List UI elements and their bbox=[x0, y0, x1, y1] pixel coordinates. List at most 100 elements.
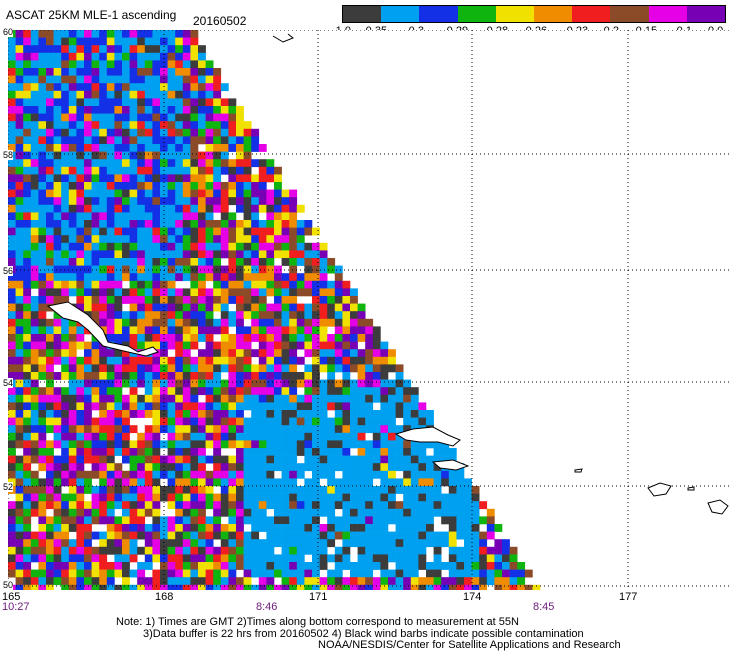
swath-cell bbox=[304, 417, 313, 426]
swath-cell bbox=[281, 356, 290, 365]
swath-cell bbox=[137, 151, 146, 160]
swath-cell bbox=[304, 584, 313, 590]
swath-cell bbox=[8, 394, 16, 403]
swath-cell bbox=[266, 516, 275, 525]
swath-cell bbox=[129, 455, 138, 464]
swath-cell bbox=[327, 417, 336, 426]
swath-cell bbox=[517, 569, 526, 578]
swath-cell bbox=[160, 296, 168, 304]
swath-cell bbox=[296, 546, 305, 555]
swath-cell bbox=[350, 577, 358, 586]
swath-cell bbox=[114, 440, 123, 449]
swath-cell bbox=[319, 432, 328, 441]
swath-cell bbox=[243, 577, 252, 586]
swath-cell bbox=[494, 584, 503, 590]
swath-cell bbox=[228, 508, 237, 517]
swath-cell bbox=[327, 265, 336, 274]
swath-cell bbox=[99, 90, 108, 99]
swath-cell bbox=[532, 584, 541, 590]
swath-cell bbox=[15, 189, 24, 198]
swath-cell bbox=[350, 296, 358, 304]
swath-cell bbox=[106, 265, 115, 274]
swath-cell bbox=[76, 410, 85, 418]
swath-cell bbox=[23, 128, 32, 137]
swath-cell bbox=[395, 387, 404, 396]
swath-cell bbox=[84, 425, 92, 434]
swath-cell bbox=[304, 341, 313, 350]
swath-cell bbox=[205, 60, 214, 69]
swath-cell bbox=[167, 166, 176, 175]
swath-cell bbox=[395, 463, 404, 472]
swath-cell bbox=[190, 326, 199, 335]
swath-cell bbox=[91, 273, 100, 282]
swath-cell bbox=[220, 493, 229, 502]
swath-cell bbox=[122, 159, 130, 168]
swath-cell bbox=[15, 227, 24, 236]
swath-cell bbox=[266, 524, 275, 532]
swath-cell bbox=[99, 30, 108, 38]
swath-cell bbox=[243, 341, 252, 350]
swath-cell bbox=[327, 478, 336, 487]
swath-cell bbox=[274, 448, 282, 456]
swath-cell bbox=[350, 493, 358, 502]
swath-cell bbox=[289, 341, 298, 350]
swath-cell bbox=[327, 584, 336, 590]
swath-cell bbox=[441, 577, 450, 586]
swath-cell bbox=[342, 379, 351, 388]
swath-cell bbox=[220, 235, 229, 244]
swath-cell bbox=[46, 349, 54, 358]
swath-cell bbox=[251, 128, 260, 137]
swath-cell bbox=[8, 417, 16, 426]
swath-cell bbox=[160, 356, 168, 365]
swath-cell bbox=[61, 349, 70, 358]
swath-cell bbox=[274, 584, 282, 590]
swath-cell bbox=[84, 288, 92, 297]
swath-cell bbox=[410, 569, 419, 578]
swath-cell bbox=[182, 98, 191, 107]
swath-cell bbox=[258, 334, 267, 342]
swath-cell bbox=[15, 356, 24, 365]
swath-cell bbox=[15, 334, 24, 342]
swath-cell bbox=[258, 524, 267, 532]
swath-cell bbox=[53, 425, 62, 434]
swath-cell bbox=[182, 486, 191, 494]
swath-cell bbox=[441, 584, 450, 590]
swath-cell bbox=[122, 128, 130, 137]
swath-cell bbox=[213, 569, 222, 578]
swath-cell bbox=[106, 569, 115, 578]
swath-cell bbox=[228, 440, 237, 449]
swath-cell bbox=[129, 250, 138, 259]
swath-cell bbox=[251, 144, 260, 152]
swath-cell bbox=[160, 341, 168, 350]
swath-cell bbox=[213, 349, 222, 358]
swath-cell bbox=[114, 478, 123, 487]
swath-cell bbox=[30, 493, 39, 502]
swath-cell bbox=[38, 288, 47, 297]
swath-cell bbox=[91, 486, 100, 494]
swath-cell bbox=[198, 372, 206, 380]
swath-cell bbox=[46, 455, 54, 464]
swath-cell bbox=[410, 524, 419, 532]
swath-cell bbox=[30, 52, 39, 61]
swath-cell bbox=[160, 159, 168, 168]
swath-cell bbox=[30, 75, 39, 84]
swath-cell bbox=[152, 410, 161, 418]
swath-cell bbox=[395, 364, 404, 373]
swath-cell bbox=[167, 410, 176, 418]
swath-cell bbox=[91, 151, 100, 160]
latitude-label: 56 bbox=[3, 266, 14, 276]
swath-cell bbox=[388, 501, 396, 510]
swath-cell bbox=[205, 379, 214, 388]
swath-cell bbox=[205, 356, 214, 365]
swath-cell bbox=[68, 554, 77, 563]
latitude-label: 54 bbox=[3, 378, 14, 388]
swath-cell bbox=[236, 303, 244, 312]
swath-cell bbox=[30, 265, 39, 274]
swath-cell bbox=[15, 98, 24, 107]
swath-cell bbox=[15, 470, 24, 479]
swath-cell bbox=[357, 334, 366, 342]
swath-cell bbox=[418, 501, 427, 510]
swath-cell bbox=[175, 37, 184, 46]
swath-cell bbox=[84, 410, 92, 418]
swath-cell bbox=[304, 349, 313, 358]
